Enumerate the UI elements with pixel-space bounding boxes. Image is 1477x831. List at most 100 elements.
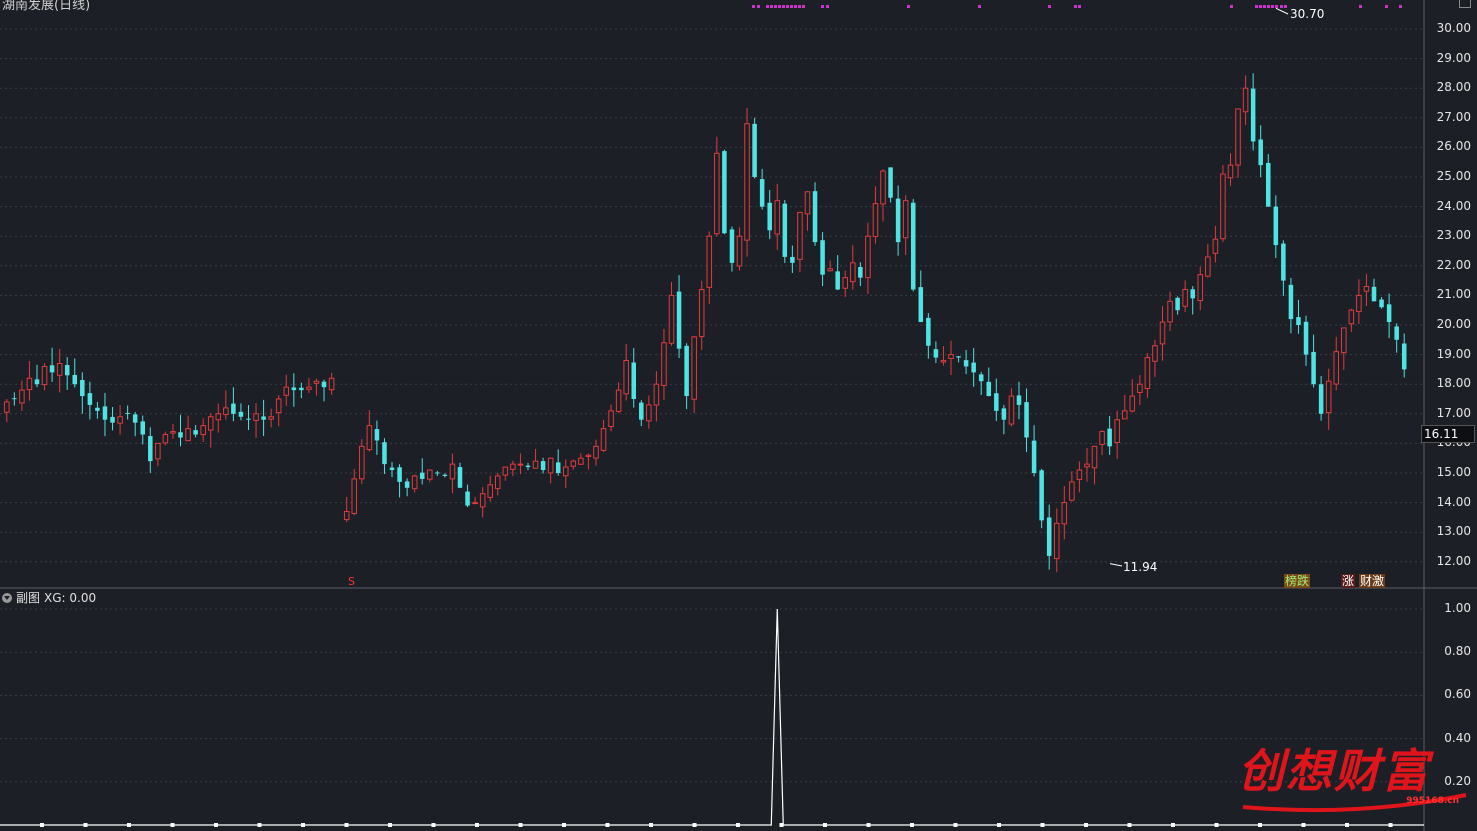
signal-marker xyxy=(978,5,981,8)
candle-body-up xyxy=(774,200,781,235)
candle-body-down xyxy=(631,362,637,399)
candle-body-up xyxy=(1242,87,1249,113)
signal-marker xyxy=(1280,5,1283,8)
top-signal-markers xyxy=(752,5,1402,8)
price-tick-label: 20.00 xyxy=(1436,317,1471,331)
watermark-url: 995168.cn xyxy=(1406,796,1459,806)
axis-dot xyxy=(1345,823,1349,827)
tag-zhang[interactable]: 涨 xyxy=(1341,574,1356,588)
tag-caiji[interactable]: 财激 xyxy=(1359,574,1386,588)
candle-body-down xyxy=(767,202,772,231)
candle-body-down xyxy=(34,379,40,385)
candle-body-up xyxy=(1121,410,1128,420)
candle-body-down xyxy=(1031,440,1037,473)
candle-body-up xyxy=(411,475,418,490)
candle-body-up xyxy=(275,398,282,413)
candle-body-down xyxy=(238,411,244,417)
candle-body-up xyxy=(19,389,25,404)
axis-dot xyxy=(1040,823,1045,827)
bottom-axis-dots xyxy=(40,823,1393,827)
candle-body-up xyxy=(26,377,33,391)
axis-dot xyxy=(83,823,88,827)
low-price-label: 11.94 xyxy=(1123,560,1158,574)
axis-dot xyxy=(170,823,175,827)
candle-body-up xyxy=(1363,286,1370,292)
candle-body-down xyxy=(1107,428,1112,447)
candle-body-up xyxy=(736,235,743,267)
candle-body-up xyxy=(495,475,501,490)
candle-body-up xyxy=(547,457,554,474)
candle-body-down xyxy=(639,402,644,420)
candles xyxy=(4,73,1407,573)
tag-bangdie[interactable]: 榜跌 xyxy=(1284,574,1311,588)
candle-body-down xyxy=(1394,326,1399,340)
axis-dot xyxy=(910,823,914,827)
candle-body-down xyxy=(389,467,395,471)
candle-body-up xyxy=(948,354,954,359)
candle-body-down xyxy=(110,416,115,423)
axis-dot xyxy=(301,823,305,827)
candle-body-down xyxy=(782,203,788,257)
candle-body-down xyxy=(684,345,689,397)
candle-body-down xyxy=(261,416,266,420)
axis-dot xyxy=(1084,823,1088,827)
signal-marker xyxy=(794,5,797,8)
candle-body-up xyxy=(744,123,750,241)
candle-body-up xyxy=(479,493,486,508)
axis-dot xyxy=(649,823,653,827)
candle-body-up xyxy=(155,442,161,460)
candle-body-up xyxy=(41,365,48,386)
price-tick-label: 21.00 xyxy=(1436,287,1471,302)
axis-dot xyxy=(1301,823,1306,827)
signal-marker xyxy=(1078,5,1081,8)
candle-body-down xyxy=(1379,299,1384,308)
candle-body-up xyxy=(1053,522,1060,560)
candle-body-up xyxy=(510,463,516,470)
axis-dot xyxy=(1214,823,1219,827)
s-signal-marker: S xyxy=(348,575,355,588)
signal-marker xyxy=(1255,5,1258,8)
candle-body-up xyxy=(1205,256,1211,277)
candle-body-down xyxy=(1250,88,1256,142)
candle-body-down xyxy=(80,380,85,397)
signal-marker xyxy=(1267,5,1270,8)
candle-body-down xyxy=(397,467,402,482)
candle-body-up xyxy=(1076,469,1083,480)
candle-body-down xyxy=(95,407,100,411)
candle-body-up xyxy=(1091,445,1098,469)
candle-body-down xyxy=(12,398,17,400)
window-restore-icon[interactable] xyxy=(1459,0,1471,8)
signal-marker xyxy=(1284,5,1287,8)
candle-body-up xyxy=(872,203,879,238)
candle-body-down xyxy=(87,393,93,405)
collapse-icon[interactable] xyxy=(2,592,12,603)
signal-marker xyxy=(1074,5,1077,8)
axis-dot xyxy=(431,823,436,827)
candle-body-up xyxy=(1008,395,1015,425)
candle-body-down xyxy=(820,240,825,275)
candle-body-up xyxy=(615,389,622,412)
signal-marker xyxy=(1230,5,1233,8)
candle-body-up xyxy=(1341,327,1347,354)
candle-body-down xyxy=(555,462,561,473)
candle-body-up xyxy=(351,478,358,514)
price-tick-label: 28.00 xyxy=(1436,80,1471,95)
signal-marker xyxy=(1359,5,1362,8)
candle-body-down xyxy=(994,393,999,411)
signal-marker xyxy=(1048,5,1051,8)
candle-body-down xyxy=(64,364,70,376)
price-tick-label: 29.00 xyxy=(1436,50,1471,65)
candle-body-down xyxy=(1175,297,1180,311)
candle-body-down xyxy=(1288,284,1294,320)
candle-body-down xyxy=(1296,317,1301,325)
candle-body-up xyxy=(170,431,176,434)
candle-body-up xyxy=(200,425,206,436)
candle-body-down xyxy=(457,467,463,488)
candle-body-down xyxy=(1265,162,1271,207)
candle-body-up xyxy=(1084,463,1090,468)
axis-dot xyxy=(736,823,740,827)
subchart-header: 副图 XG: 0.00 xyxy=(2,589,96,606)
candle-body-up xyxy=(502,466,509,476)
signal-marker xyxy=(1271,5,1274,8)
